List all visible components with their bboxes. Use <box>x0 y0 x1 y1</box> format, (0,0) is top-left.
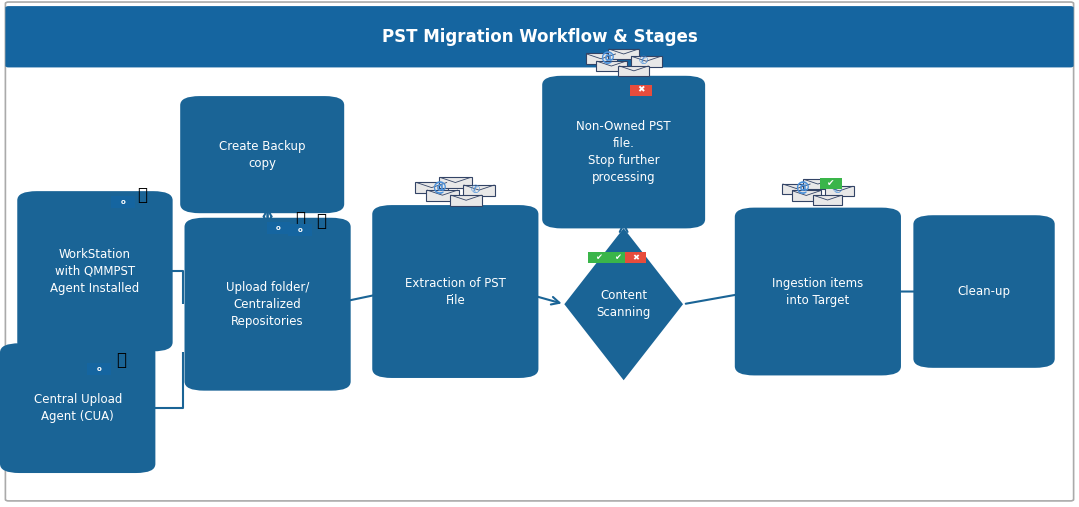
FancyBboxPatch shape <box>609 49 639 59</box>
Text: ✖: ✖ <box>638 86 644 95</box>
FancyBboxPatch shape <box>803 179 833 189</box>
Text: PST Migration Workflow & Stages: PST Migration Workflow & Stages <box>382 28 697 46</box>
FancyBboxPatch shape <box>415 182 448 193</box>
Text: ✆: ✆ <box>639 56 647 66</box>
Text: ✆: ✆ <box>833 185 842 195</box>
FancyBboxPatch shape <box>185 218 351 390</box>
FancyBboxPatch shape <box>372 205 538 378</box>
Text: Central Upload
Agent (CUA): Central Upload Agent (CUA) <box>33 393 122 423</box>
FancyBboxPatch shape <box>267 222 290 234</box>
Text: 🗒: 🗒 <box>295 210 305 228</box>
FancyBboxPatch shape <box>812 195 843 205</box>
Text: o: o <box>97 366 101 372</box>
FancyBboxPatch shape <box>5 6 1074 67</box>
FancyBboxPatch shape <box>180 96 344 213</box>
FancyBboxPatch shape <box>87 363 111 375</box>
Text: Non-Owned PST
file.
Stop further
processing: Non-Owned PST file. Stop further process… <box>576 120 671 184</box>
Text: Create Backup
copy: Create Backup copy <box>219 139 305 170</box>
Text: @: @ <box>601 51 614 65</box>
FancyBboxPatch shape <box>426 190 459 201</box>
FancyBboxPatch shape <box>439 177 472 188</box>
Text: Ingestion items
into Target: Ingestion items into Target <box>773 276 863 307</box>
Text: ✔: ✔ <box>614 253 620 262</box>
Text: @: @ <box>795 180 808 195</box>
FancyBboxPatch shape <box>111 196 135 208</box>
Text: ✖: ✖ <box>632 253 639 262</box>
FancyBboxPatch shape <box>586 53 616 64</box>
FancyBboxPatch shape <box>542 76 706 229</box>
FancyBboxPatch shape <box>618 65 650 76</box>
Text: ✔: ✔ <box>828 179 834 188</box>
Text: o: o <box>298 227 302 233</box>
FancyBboxPatch shape <box>5 2 1074 501</box>
Text: 🗒: 🗒 <box>137 186 148 204</box>
FancyBboxPatch shape <box>820 178 843 189</box>
FancyBboxPatch shape <box>450 195 482 206</box>
FancyBboxPatch shape <box>596 61 627 71</box>
FancyBboxPatch shape <box>824 186 853 196</box>
FancyBboxPatch shape <box>630 85 652 95</box>
FancyBboxPatch shape <box>588 252 610 263</box>
FancyBboxPatch shape <box>17 191 173 351</box>
Text: o: o <box>276 225 281 231</box>
FancyBboxPatch shape <box>913 215 1055 368</box>
Text: Upload folder/
Centralized
Repositories: Upload folder/ Centralized Repositories <box>226 281 310 328</box>
Text: Extraction of PST
File: Extraction of PST File <box>405 276 506 307</box>
Text: o: o <box>121 199 125 205</box>
FancyBboxPatch shape <box>606 252 628 263</box>
Text: @: @ <box>433 180 446 195</box>
Text: 🗒: 🗒 <box>115 351 126 369</box>
FancyBboxPatch shape <box>792 191 821 201</box>
FancyBboxPatch shape <box>625 252 646 263</box>
FancyBboxPatch shape <box>735 208 901 375</box>
FancyBboxPatch shape <box>782 184 811 194</box>
Text: Content
Scanning: Content Scanning <box>597 289 651 319</box>
Polygon shape <box>564 228 683 380</box>
Text: Clean-up: Clean-up <box>957 285 1011 298</box>
FancyBboxPatch shape <box>288 224 312 236</box>
FancyBboxPatch shape <box>0 343 155 473</box>
Text: ✆: ✆ <box>470 185 479 195</box>
FancyBboxPatch shape <box>631 56 661 66</box>
Text: 🗒: 🗒 <box>316 211 327 230</box>
FancyBboxPatch shape <box>463 185 495 196</box>
Text: ✔: ✔ <box>596 253 602 262</box>
Text: WorkStation
with QMMPST
Agent Installed: WorkStation with QMMPST Agent Installed <box>51 248 139 295</box>
